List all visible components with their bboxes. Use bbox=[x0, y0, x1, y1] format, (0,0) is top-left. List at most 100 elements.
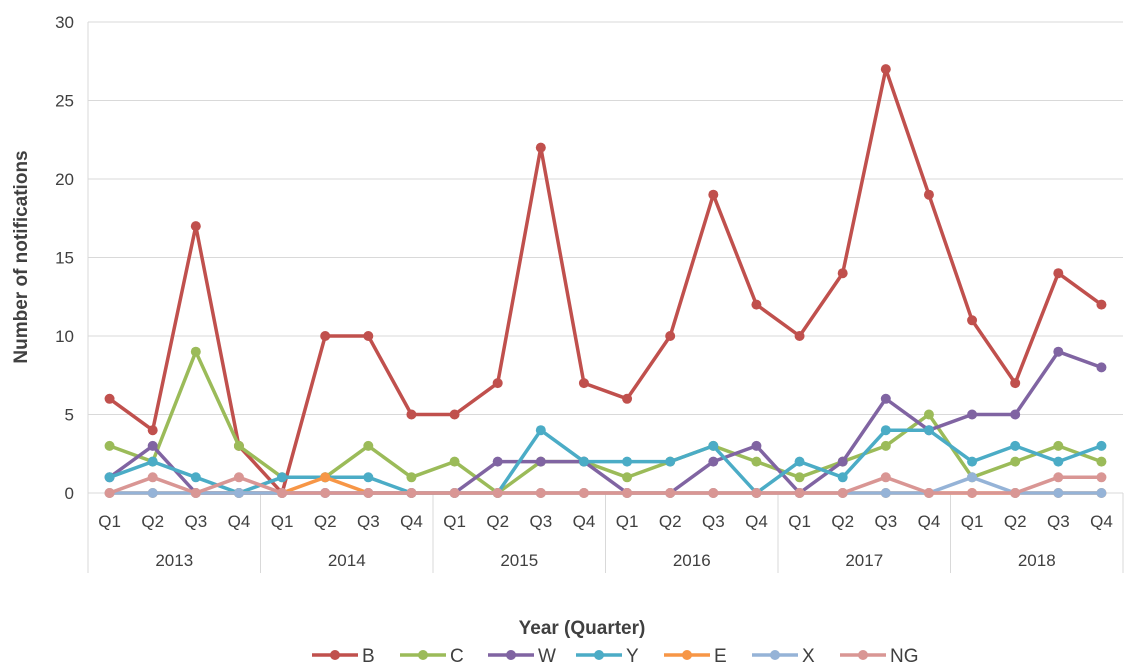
data-point bbox=[406, 472, 417, 483]
x-tick-label-quarter: Q1 bbox=[616, 512, 639, 531]
y-tick-label: 30 bbox=[55, 13, 74, 32]
data-point bbox=[578, 456, 589, 467]
legend-swatch-marker bbox=[418, 650, 428, 660]
data-point bbox=[320, 331, 331, 341]
legend-label: C bbox=[450, 646, 464, 666]
data-point bbox=[147, 440, 158, 451]
x-tick-label-quarter: Q4 bbox=[400, 512, 423, 531]
x-tick-label-year: 2018 bbox=[1018, 551, 1056, 570]
data-point bbox=[277, 488, 288, 498]
legend-label: X bbox=[802, 646, 815, 666]
legend-label: B bbox=[362, 646, 375, 666]
data-point bbox=[837, 268, 848, 279]
legend-item-x: X bbox=[752, 646, 815, 666]
data-point bbox=[967, 488, 978, 498]
legend-item-e: E bbox=[664, 646, 727, 666]
data-point bbox=[449, 488, 460, 498]
data-point bbox=[535, 425, 546, 436]
x-tick-label-quarter: Q3 bbox=[1047, 512, 1070, 531]
data-point bbox=[1053, 346, 1064, 357]
data-point bbox=[320, 472, 331, 483]
data-point bbox=[1053, 472, 1064, 483]
data-point bbox=[794, 488, 805, 498]
data-point bbox=[1053, 456, 1064, 467]
x-tick-label-year: 2013 bbox=[155, 551, 193, 570]
legend-swatch-marker bbox=[682, 650, 692, 660]
x-tick-label-quarter: Q1 bbox=[271, 512, 294, 531]
data-point bbox=[578, 488, 589, 498]
series-line bbox=[109, 349, 1102, 495]
series-w bbox=[104, 346, 1107, 498]
data-point bbox=[190, 221, 201, 232]
data-point bbox=[1010, 409, 1021, 420]
data-point bbox=[837, 472, 848, 483]
data-point bbox=[923, 189, 934, 200]
x-tick-label-year: 2016 bbox=[673, 551, 711, 570]
data-point bbox=[665, 488, 676, 498]
x-tick-label-quarter: Q4 bbox=[1090, 512, 1113, 531]
data-point bbox=[363, 488, 374, 498]
data-point bbox=[1010, 488, 1021, 498]
x-tick-label-quarter: Q3 bbox=[184, 512, 207, 531]
data-point bbox=[708, 440, 719, 451]
y-tick-label: 0 bbox=[65, 484, 74, 503]
x-tick-label-quarter: Q1 bbox=[788, 512, 811, 531]
series-line bbox=[109, 475, 1102, 495]
data-point bbox=[104, 393, 115, 404]
data-point bbox=[1096, 488, 1107, 498]
data-point bbox=[492, 488, 503, 498]
data-point bbox=[1053, 268, 1064, 279]
series-line bbox=[108, 67, 1103, 495]
data-point bbox=[104, 488, 115, 498]
x-tick-label-year: 2017 bbox=[845, 551, 883, 570]
data-point bbox=[320, 488, 331, 498]
data-point bbox=[1096, 440, 1107, 451]
x-tick-label-year: 2015 bbox=[500, 551, 538, 570]
data-point bbox=[665, 456, 676, 467]
legend-item-y: Y bbox=[576, 646, 639, 666]
data-point bbox=[751, 299, 762, 310]
data-point bbox=[622, 472, 633, 483]
data-point bbox=[1010, 456, 1021, 467]
data-point bbox=[837, 456, 848, 467]
x-tick-label-quarter: Q3 bbox=[357, 512, 380, 531]
x-tick-label-quarter: Q2 bbox=[486, 512, 509, 531]
y-axis-title: Number of notifications bbox=[11, 150, 32, 363]
data-point bbox=[751, 488, 762, 498]
legend-swatch-marker bbox=[330, 650, 340, 660]
x-tick-label-quarter: Q2 bbox=[141, 512, 164, 531]
data-point bbox=[794, 472, 805, 483]
x-tick-label-quarter: Q4 bbox=[918, 512, 941, 531]
data-point bbox=[708, 488, 719, 498]
data-point bbox=[837, 488, 848, 498]
data-point bbox=[1010, 440, 1021, 451]
data-point bbox=[1096, 456, 1107, 467]
data-point bbox=[880, 393, 891, 404]
data-point bbox=[880, 64, 891, 75]
data-point bbox=[923, 488, 934, 498]
legend-label: E bbox=[714, 646, 727, 666]
x-axis: Q1 Q2 Q3 Q4 Q1 Q2 Q3 Q4 Q1 Q2 Q3 Q4 Q1 Q2 Q3 Q4 Q1 Q2 Q3 Q4… bbox=[87, 492, 1124, 573]
x-tick-label-quarter: Q2 bbox=[314, 512, 337, 531]
gridlines bbox=[87, 21, 1123, 494]
y-tick-label: 5 bbox=[65, 406, 74, 425]
x-tick-label-quarter: Q4 bbox=[745, 512, 768, 531]
data-point bbox=[104, 440, 115, 451]
data-point bbox=[147, 456, 158, 467]
data-point bbox=[190, 346, 201, 357]
data-point bbox=[880, 440, 891, 451]
series-line bbox=[109, 428, 1102, 495]
series-ng bbox=[104, 472, 1107, 498]
data-point bbox=[923, 425, 934, 436]
data-point bbox=[708, 189, 719, 200]
data-point bbox=[1096, 362, 1107, 373]
data-point bbox=[233, 440, 244, 451]
series-lines bbox=[104, 64, 1107, 498]
data-point bbox=[967, 472, 978, 483]
data-point bbox=[492, 378, 503, 389]
data-point bbox=[578, 378, 589, 389]
x-tick-label-quarter: Q3 bbox=[529, 512, 552, 531]
data-point bbox=[1053, 488, 1064, 498]
series-line bbox=[108, 349, 1102, 495]
